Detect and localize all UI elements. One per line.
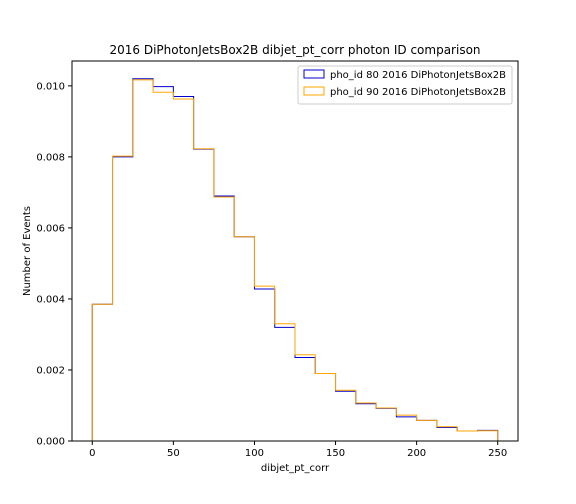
plot-frame	[71, 60, 519, 442]
x-tick-label: 50	[167, 448, 180, 459]
series-2-step-line	[91, 79, 499, 441]
series-layer	[91, 78, 499, 441]
x-tick-label: 100	[245, 448, 264, 459]
y-tick-label: 0.010	[36, 81, 65, 92]
y-tick-label: 0.008	[36, 152, 65, 163]
legend-label-2: pho_id 90 2016 DiPhotonJetsBox2B	[330, 87, 506, 98]
x-tick-label: 250	[488, 448, 507, 459]
y-tick-label: 0.004	[36, 294, 65, 305]
x-tick-label: 150	[326, 448, 345, 459]
y-axis: 0.000 0.002 0.004 0.006 0.008 0.010	[36, 81, 72, 448]
y-tick-label: 0.006	[36, 223, 65, 234]
legend-swatch-2	[303, 86, 325, 96]
legend-swatch-1	[303, 69, 325, 79]
y-axis-label: Number of Events	[22, 206, 33, 296]
legend-label-1: pho_id 80 2016 DiPhotonJetsBox2B	[330, 70, 506, 81]
x-axis-label: dibjet_pt_corr	[261, 463, 330, 474]
y-tick-label: 0.002	[36, 365, 65, 376]
legend-box	[297, 65, 513, 105]
x-axis: 0 50 100 150 200 250	[89, 441, 507, 459]
y-tick-label: 0.000	[36, 437, 65, 448]
legend: pho_id 80 2016 DiPhotonJetsBox2B pho_id 9…	[297, 65, 513, 105]
x-tick-label: 0	[89, 448, 95, 459]
x-tick-label: 200	[407, 448, 426, 459]
chart-title: 2016 DiPhotonJetsBox2B dibjet_pt_corr ph…	[109, 43, 480, 57]
